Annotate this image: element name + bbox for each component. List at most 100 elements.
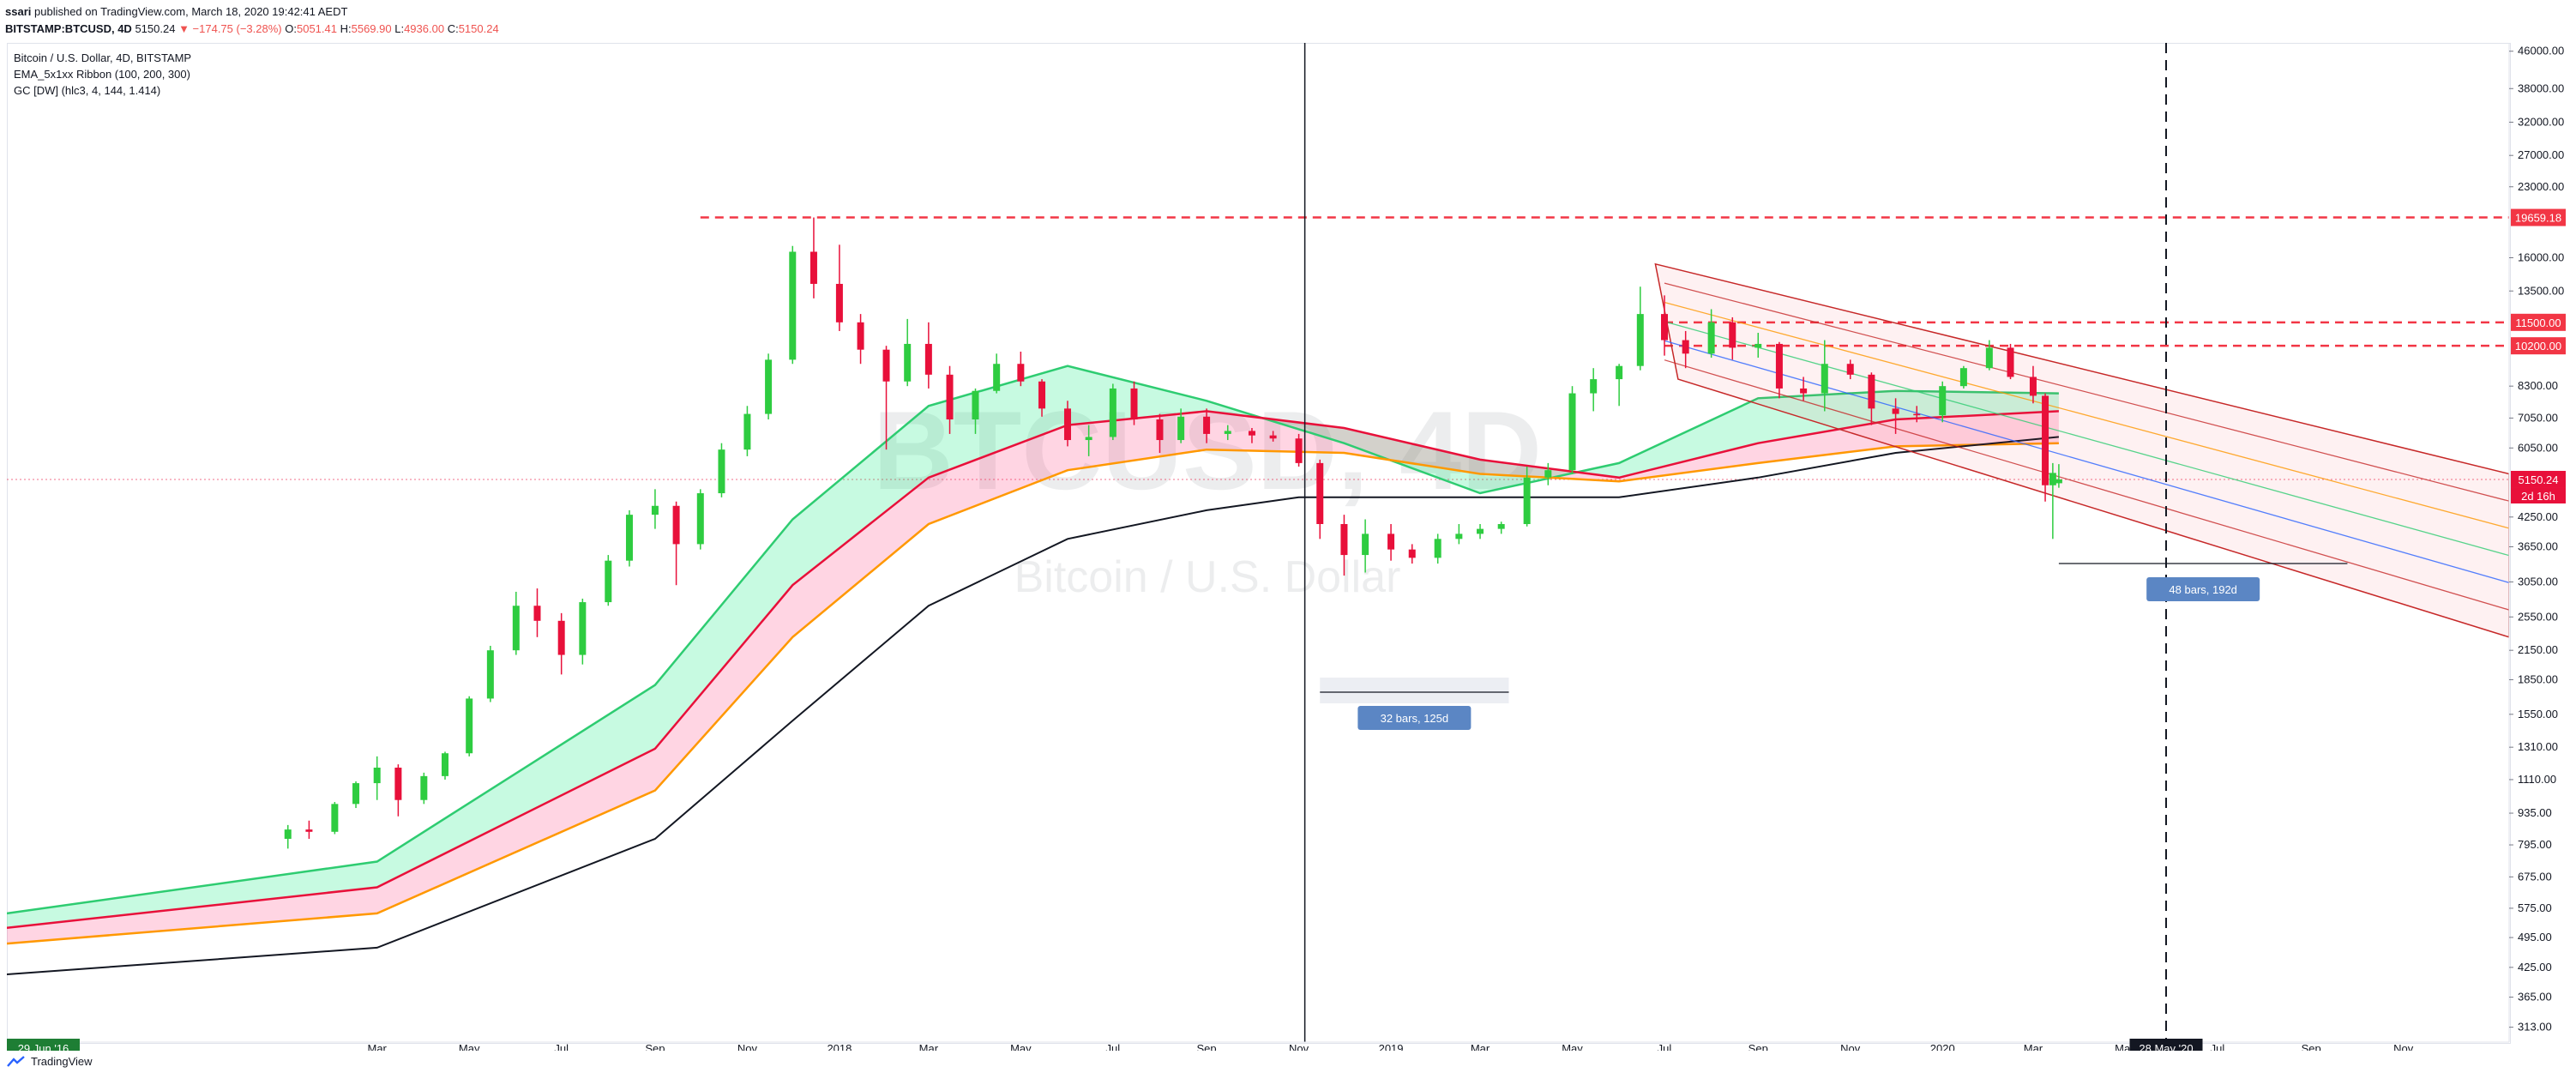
gc-basis-line (7, 436, 2059, 975)
candle-body (466, 698, 473, 754)
candle-body (1387, 533, 1395, 550)
candle-body (1497, 523, 1505, 529)
candle-body (743, 413, 751, 450)
candle-body (672, 505, 680, 545)
price-label-box (2511, 470, 2566, 488)
footer-brand[interactable]: TradingView (31, 1055, 93, 1068)
pitchfork-median-line (1664, 340, 2509, 583)
time-tick-label: 28 May '20 (2139, 1042, 2193, 1051)
low-value: 4936.00 (404, 22, 445, 35)
candle-body (1340, 523, 1348, 556)
candle-body (579, 602, 587, 655)
time-scale[interactable]: 29 Jun '16 Mar May Jul Sep Nov 2018 Mar May Jul Se… (7, 1039, 2509, 1051)
time-tick-label: May (2115, 1042, 2136, 1051)
candle-body (1775, 343, 1783, 389)
low-label: L: (394, 22, 405, 35)
candle-body (1156, 419, 1164, 441)
candle-body (1682, 340, 1689, 354)
candle-body (835, 283, 843, 322)
ema-100-line (7, 365, 2059, 915)
time-tick-label: May (459, 1042, 480, 1051)
candle-body (1892, 408, 1899, 414)
candle-body (1177, 416, 1185, 441)
legend-indicator-ema[interactable]: EMA_5x1xx Ribbon (100, 200, 300) (14, 68, 190, 81)
candle-body (1362, 533, 1369, 556)
time-tick-label: Nov (2393, 1042, 2414, 1051)
legend-title[interactable]: Bitcoin / U.S. Dollar, 4D, BITSTAMP (14, 51, 192, 64)
candle-body (1939, 386, 1947, 416)
date-range-label: 48 bars, 192d (2169, 583, 2237, 596)
price-tick-label: 46000.00 (2518, 45, 2564, 57)
countdown-label: 2d 16h (2521, 490, 2555, 503)
price-tick-label: 2150.00 (2518, 643, 2558, 656)
candle-body (486, 650, 494, 699)
candle-body (1038, 381, 1046, 409)
candle-body (1590, 379, 1598, 394)
candle-body (904, 343, 912, 382)
price-scale[interactable]: 46000.00 38000.00 32000.00 27000.00 23000.00… (2508, 43, 2566, 1042)
time-tick-label: Nov (1840, 1042, 1861, 1051)
candle-body (1523, 477, 1531, 524)
tradingview-logo-icon (7, 1055, 25, 1067)
time-tick-label: Sep (645, 1042, 665, 1051)
price-tick-label: 495.00 (2518, 931, 2552, 943)
candle-body (512, 606, 520, 651)
candle-body (1295, 438, 1303, 463)
candle-body (1248, 431, 1255, 436)
candle-body (1660, 314, 1668, 341)
chart-frame[interactable] (7, 43, 2511, 1044)
candle-body (605, 560, 612, 603)
symbol: BITSTAMP:BTCUSD, 4D (5, 22, 132, 35)
candle-body (1109, 388, 1116, 437)
time-tick-label: Nov (737, 1042, 758, 1051)
price-tick-label: 675.00 (2518, 870, 2552, 883)
candle-body (625, 515, 633, 561)
candle-body (1224, 431, 1231, 434)
date-range-label: 32 bars, 125d (1381, 712, 1449, 725)
price-chart[interactable]: BTCUSD, 4D Bitcoin / U.S. Dollar 32 bars… (7, 43, 2568, 1051)
price-change: ▼ −174.75 (−3.28%) (178, 22, 282, 35)
date-range-label-box (2146, 577, 2260, 601)
candle-body (533, 606, 541, 621)
candle-body (1985, 347, 1993, 369)
price-tick-label: 7050.00 (2518, 411, 2558, 424)
time-tick-label: 2018 (827, 1042, 852, 1051)
time-tick-label: 29 Jun '16 (18, 1042, 69, 1051)
close-value: 5150.24 (458, 22, 499, 35)
candle-body (1477, 528, 1484, 534)
candle-body (331, 804, 339, 832)
candle-body (1636, 314, 1644, 366)
candle-body (1063, 408, 1071, 441)
date-range-box (1320, 678, 1509, 703)
candle-body (1754, 343, 1762, 348)
published-text: published on TradingView.com, March 18, … (34, 5, 348, 18)
price-tick-label: 10200.00 (2515, 340, 2561, 353)
candle-body (1269, 435, 1277, 439)
plot-area: 32 bars, 125d 48 bars, 192d (7, 43, 2509, 1042)
price-tick-label: 3050.00 (2518, 575, 2558, 588)
price-tick-label: 8300.00 (2518, 379, 2558, 392)
pitchfork-median-line (1664, 359, 2509, 611)
price-tick-label: 16000.00 (2518, 251, 2564, 264)
candle-body (924, 343, 932, 375)
time-tick-label: 2020 (1930, 1042, 1955, 1051)
candle-body (442, 753, 449, 776)
price-tick-label: 23000.00 (2518, 180, 2564, 193)
time-tick-label: Mar (919, 1042, 939, 1051)
price-tick-label: 3650.00 (2518, 540, 2558, 553)
pitchfork-median-line (1664, 321, 2509, 557)
chart-header: ssari published on TradingView.com, Marc… (5, 3, 499, 38)
last-price: 5150.24 (135, 22, 176, 35)
time-tick-label: Jul (1106, 1042, 1121, 1051)
time-tick-label: Nov (1289, 1042, 1309, 1051)
time-tick-label: May (1562, 1042, 1583, 1051)
candle-body (1455, 533, 1463, 540)
pitchfork-median-line (1664, 282, 2509, 502)
price-tick-label: 1310.00 (2518, 740, 2558, 753)
open-label: O: (285, 22, 297, 35)
candle-body (718, 449, 725, 494)
chart-legend: Bitcoin / U.S. Dollar, 4D, BITSTAMP EMA_… (14, 50, 191, 99)
candle-body (352, 783, 360, 805)
legend-indicator-gc[interactable]: GC [DW] (hlc3, 4, 144, 1.414) (14, 84, 161, 97)
author[interactable]: ssari (5, 5, 32, 18)
